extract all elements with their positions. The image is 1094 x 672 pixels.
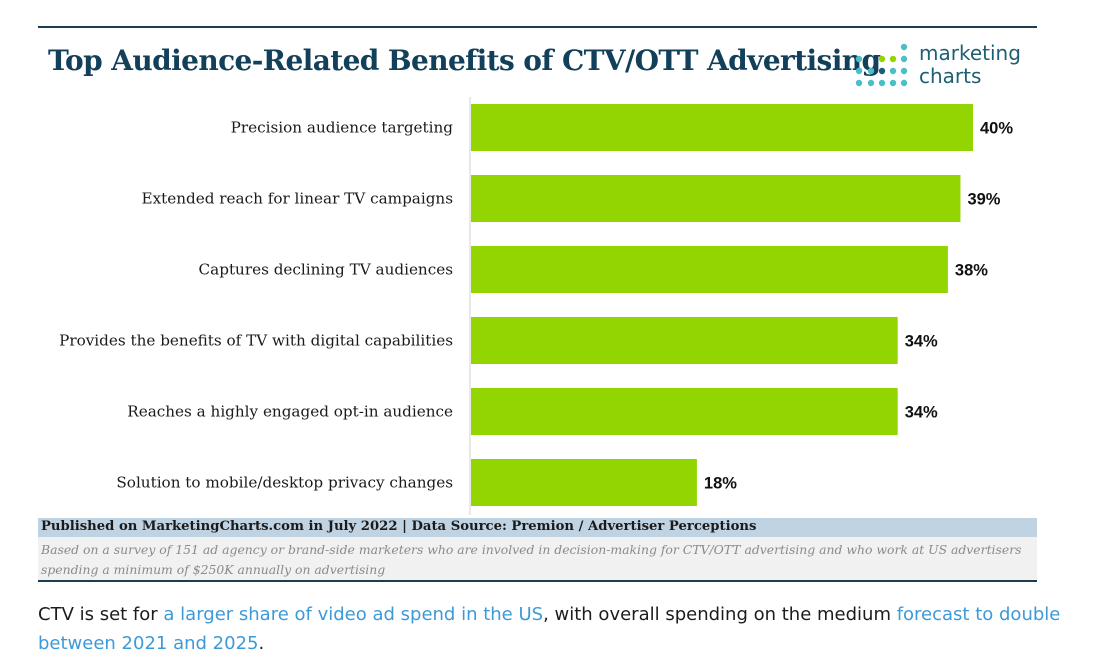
bar-3 bbox=[471, 246, 948, 293]
video-ad-spend-link[interactable]: a larger share of video ad spend in the … bbox=[163, 604, 544, 625]
logo-dots-icon bbox=[855, 43, 908, 87]
bottom-rule bbox=[38, 580, 1037, 582]
category-label-2: Extended reach for linear TV campaigns bbox=[142, 190, 454, 208]
value-label-1: 40% bbox=[980, 120, 1013, 138]
bar-1 bbox=[471, 104, 973, 151]
value-label-3: 38% bbox=[955, 262, 988, 280]
article-paragraph: CTV is set for a larger share of video a… bbox=[38, 600, 1078, 658]
value-label-2: 39% bbox=[967, 191, 1000, 209]
methodology-box: Based on a survey of 151 ad agency or br… bbox=[38, 537, 1037, 580]
category-label-3: Captures declining TV audiences bbox=[199, 261, 454, 279]
bar-6 bbox=[471, 459, 697, 506]
bar-chart: Precision audience targeting 40% Extended … bbox=[59, 97, 1013, 515]
value-label-6: 18% bbox=[704, 475, 737, 493]
article-text-3: . bbox=[258, 633, 265, 654]
article-text-1: CTV is set for bbox=[38, 604, 164, 625]
chart-title: Top Audience-Related Benefits of CTV/OTT… bbox=[48, 44, 881, 77]
value-label-5: 34% bbox=[905, 404, 938, 422]
source-bar: Published on MarketingCharts.com in July… bbox=[38, 518, 1037, 537]
bar-4 bbox=[471, 317, 898, 364]
value-label-4: 34% bbox=[905, 333, 938, 351]
source-text: Published on MarketingCharts.com in July… bbox=[41, 519, 757, 534]
bar-2 bbox=[471, 175, 961, 222]
top-rule bbox=[38, 26, 1037, 28]
category-label-4: Provides the benefits of TV with digital… bbox=[59, 332, 453, 350]
spending-forecast-link[interactable]: forecast to double between 2021 and 2025 bbox=[38, 604, 1061, 654]
category-label-1: Precision audience targeting bbox=[231, 119, 454, 137]
bar-5 bbox=[471, 388, 898, 435]
category-label-6: Solution to mobile/desktop privacy chang… bbox=[116, 474, 453, 492]
category-label-5: Reaches a highly engaged opt-in audience bbox=[127, 403, 453, 421]
marketingcharts-logo[interactable]: marketing charts bbox=[852, 42, 1042, 92]
logo-line-2: charts bbox=[919, 64, 982, 88]
article-text-2: , with overall spending on the medium bbox=[543, 604, 897, 625]
logo-text: marketing charts bbox=[919, 42, 1021, 88]
logo-line-1: marketing bbox=[919, 41, 1021, 65]
methodology-note: Based on a survey of 151 ad agency or br… bbox=[41, 542, 1022, 577]
